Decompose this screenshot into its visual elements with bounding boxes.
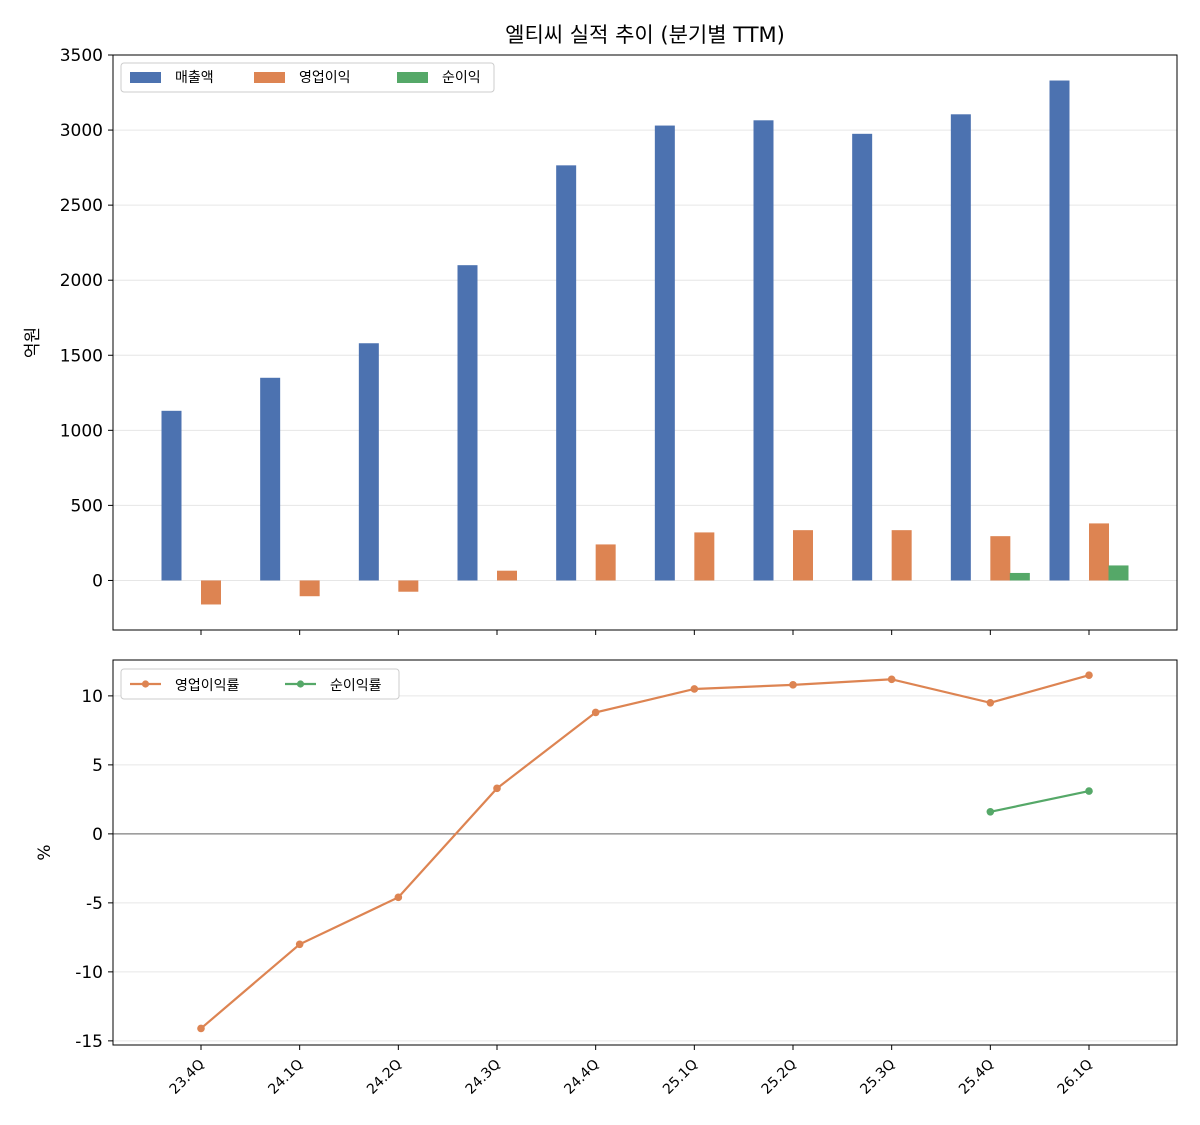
bar-영업이익-24.3Q <box>497 570 517 581</box>
top-legend-label: 영업이익 <box>299 70 351 86</box>
bottom-ytick-label: -10 <box>75 963 103 983</box>
bar-영업이익-25.1Q <box>694 532 715 581</box>
bottom-legend-label: 순이익률 <box>330 678 382 694</box>
xtick-label-25.2Q: 25.2Q <box>759 1057 800 1098</box>
top-legend-label: 순이익 <box>442 70 481 86</box>
bar-순이익-25.4Q <box>1009 572 1030 581</box>
bar-매출액-26.1Q <box>1049 80 1070 581</box>
xtick-label-25.3Q: 25.3Q <box>857 1057 898 1098</box>
bar-영업이익-24.1Q <box>299 580 320 597</box>
xtick-label-26.1Q: 26.1Q <box>1055 1057 1096 1098</box>
bar-매출액-24.1Q <box>260 377 281 581</box>
top-ylabel: 억원 <box>23 327 43 358</box>
bar-영업이익-23.4Q <box>201 580 221 605</box>
bottom-legend-label: 영업이익률 <box>175 678 240 694</box>
bar-매출액-24.3Q <box>457 265 478 581</box>
bar-매출액-25.4Q <box>950 114 971 581</box>
bottom-ytick-label: 0 <box>92 825 103 845</box>
point-순이익률-26.1Q <box>1085 787 1093 795</box>
bottom-ytick-label: -5 <box>86 894 103 914</box>
bottom-legend <box>120 668 400 700</box>
top-legend-swatch-영업이익 <box>254 72 285 83</box>
bar-매출액-23.4Q <box>161 410 182 581</box>
line-순이익률 <box>990 790 1090 813</box>
bar-매출액-24.4Q <box>556 165 577 581</box>
point-영업이익률-25.3Q <box>887 675 896 684</box>
top-legend-label: 매출액 <box>175 70 214 86</box>
point-영업이익률-25.2Q <box>789 681 797 689</box>
line-영업이익률 <box>200 674 1090 1030</box>
bar-영업이익-25.2Q <box>793 530 813 581</box>
top-ytick-label: 3000 <box>60 121 103 141</box>
top-ytick-label: 0 <box>92 571 103 591</box>
top-ytick-label: 500 <box>71 496 103 516</box>
bar-영업이익-26.1Q <box>1089 523 1109 581</box>
bottom-legend-marker-영업이익률 <box>141 680 150 688</box>
top-ytick-label: 1500 <box>60 346 103 366</box>
top-ytick-label: 1000 <box>60 421 103 441</box>
bottom-panel-margins: -15 -10 -5 0 5 10 23.4Q 24.1Q 24.2Q 24.3Q 24.4Q 25.… <box>35 659 1178 1098</box>
bar-영업이익-25.3Q <box>891 530 912 581</box>
bar-매출액-25.3Q <box>852 133 873 581</box>
top-ytick-label: 2000 <box>60 271 103 291</box>
xtick-label-24.4Q: 24.4Q <box>561 1057 602 1098</box>
bar-순이익-26.1Q <box>1108 565 1129 581</box>
bottom-ytick-label: -15 <box>75 1032 103 1052</box>
xtick-label-25.4Q: 25.4Q <box>956 1057 997 1098</box>
bar-매출액-25.2Q <box>753 120 774 581</box>
point-영업이익률-26.1Q <box>1085 671 1093 679</box>
xtick-label-25.1Q: 25.1Q <box>660 1057 701 1098</box>
bar-매출액-25.1Q <box>654 125 675 581</box>
point-순이익률-25.4Q <box>986 807 995 816</box>
top-ytick-label: 2500 <box>60 196 103 216</box>
bar-영업이익-24.4Q <box>595 544 616 581</box>
top-plot-frame <box>112 54 1178 631</box>
bottom-plot-frame <box>112 659 1178 1046</box>
bottom-ytick-label: 10 <box>81 687 103 707</box>
bar-매출액-24.2Q <box>358 343 379 581</box>
point-영업이익률-24.4Q <box>591 708 600 717</box>
chart-title: 엘티씨 실적 추이 (분기별 TTM) <box>505 23 785 47</box>
top-legend-swatch-매출액 <box>130 72 161 83</box>
xtick-label-24.3Q: 24.3Q <box>463 1057 504 1098</box>
point-영업이익률-23.4Q <box>197 1024 205 1033</box>
top-legend <box>120 62 495 93</box>
top-legend-swatch-순이익 <box>397 72 428 83</box>
point-영업이익률-24.2Q <box>394 893 403 902</box>
top-ytick-label: 3500 <box>60 46 103 66</box>
bottom-ylabel: % <box>35 844 55 860</box>
point-영업이익률-24.3Q <box>493 784 501 793</box>
bar-영업이익-25.4Q <box>990 536 1011 581</box>
point-영업이익률-24.1Q <box>295 940 304 949</box>
bar-영업이익-24.2Q <box>398 580 419 592</box>
point-영업이익률-25.4Q <box>986 698 995 707</box>
xtick-label-23.4Q: 23.4Q <box>167 1057 208 1098</box>
xtick-label-24.2Q: 24.2Q <box>364 1057 405 1098</box>
bottom-legend-marker-순이익률 <box>296 680 305 688</box>
point-영업이익률-25.1Q <box>690 685 699 693</box>
bottom-ytick-label: 5 <box>92 756 103 776</box>
top-panel-revenue-profit: 0 500 1000 1500 2000 2500 3000 3500 억원 매출액 영업이익 순이익 <box>23 46 1178 635</box>
xtick-label-24.1Q: 24.1Q <box>265 1057 306 1098</box>
